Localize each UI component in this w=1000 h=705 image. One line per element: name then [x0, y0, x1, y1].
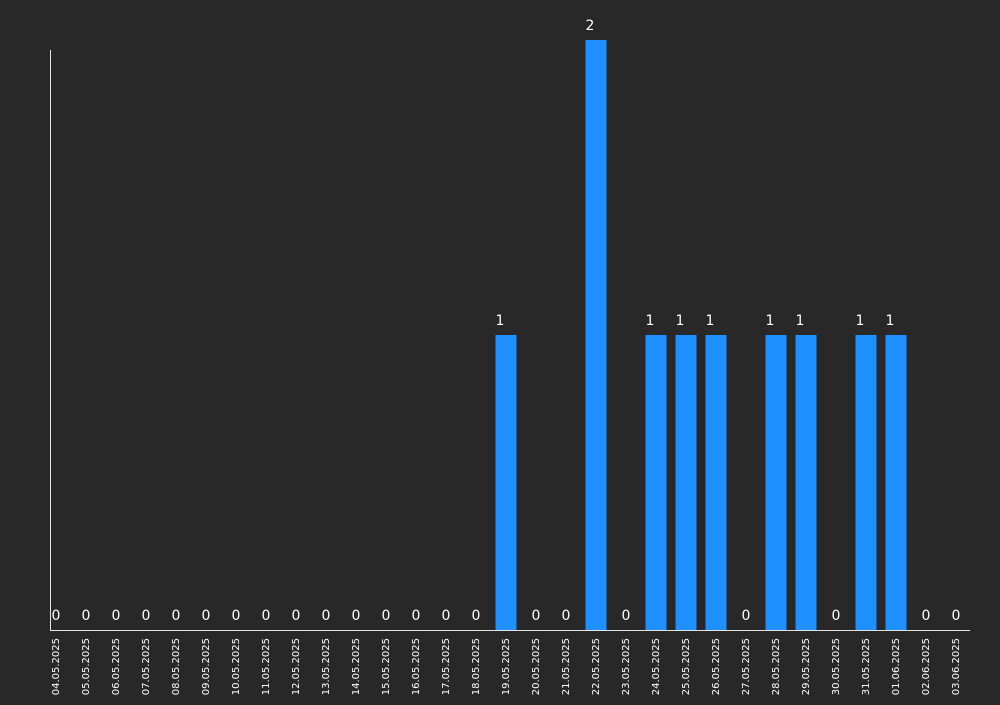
x-tick-label: 07.05.2025: [141, 638, 152, 695]
bar-value-label: 0: [442, 608, 451, 624]
x-tick-label: 25.05.2025: [681, 638, 692, 695]
x-tick-label: 10.05.2025: [231, 638, 242, 695]
bar: [855, 335, 877, 630]
bar-value-label: 0: [382, 608, 391, 624]
x-tick-label: 13.05.2025: [321, 638, 332, 695]
bar-value-label: 0: [742, 608, 751, 624]
x-tick-label: 16.05.2025: [411, 638, 422, 695]
bar-value-label: 0: [202, 608, 211, 624]
bar-value-label: 2: [586, 18, 595, 34]
x-tick-label: 12.05.2025: [291, 638, 302, 695]
x-tick-label: 24.05.2025: [651, 638, 662, 695]
x-tick-label: 31.05.2025: [861, 638, 872, 695]
bar: [645, 335, 667, 630]
x-tick-label: 20.05.2025: [531, 638, 542, 695]
x-tick-label: 17.05.2025: [441, 638, 452, 695]
bar-value-label: 0: [922, 608, 931, 624]
x-tick-label: 19.05.2025: [501, 638, 512, 695]
x-tick-label: 23.05.2025: [621, 638, 632, 695]
bar-value-label: 0: [832, 608, 841, 624]
bar-value-label: 0: [82, 608, 91, 624]
x-tick-label: 27.05.2025: [741, 638, 752, 695]
bar-value-label: 0: [562, 608, 571, 624]
bar-value-label: 0: [112, 608, 121, 624]
x-tick-label: 18.05.2025: [471, 638, 482, 695]
bar-value-label: 0: [622, 608, 631, 624]
x-tick-label: 15.05.2025: [381, 638, 392, 695]
bar-value-label: 0: [952, 608, 961, 624]
x-tick-label: 02.06.2025: [921, 638, 932, 695]
bar-value-label: 0: [262, 608, 271, 624]
bar: [795, 335, 817, 630]
x-tick-label: 04.05.2025: [51, 638, 62, 695]
x-tick-label: 08.05.2025: [171, 638, 182, 695]
bar: [705, 335, 727, 630]
x-tick-label: 11.05.2025: [261, 638, 272, 695]
bar-value-label: 1: [676, 313, 685, 329]
bar-value-label: 1: [496, 313, 505, 329]
bar-value-label: 0: [292, 608, 301, 624]
x-tick-label: 01.06.2025: [891, 638, 902, 695]
bar-value-label: 0: [412, 608, 421, 624]
x-tick-label: 21.05.2025: [561, 638, 572, 695]
x-tick-label: 06.05.2025: [111, 638, 122, 695]
bar-value-label: 0: [322, 608, 331, 624]
bar: [885, 335, 907, 630]
x-tick-label: 05.05.2025: [81, 638, 92, 695]
value-labels-group: 0 0 0 0 0 0 0 0 0 0 0 0 0 0 0 1 0 0 2 0 1 1 1 0 1 1 0 1 1 0 0: [52, 18, 961, 624]
bar-value-label: 1: [766, 313, 775, 329]
bar-value-label: 0: [532, 608, 541, 624]
x-tick-label: 26.05.2025: [711, 638, 722, 695]
bar-value-label: 1: [886, 313, 895, 329]
bar-value-label: 0: [352, 608, 361, 624]
x-tick-label: 03.06.2025: [951, 638, 962, 695]
bar-value-label: 0: [232, 608, 241, 624]
bar-value-label: 1: [796, 313, 805, 329]
bar: [495, 335, 517, 630]
x-tick-label: 09.05.2025: [201, 638, 212, 695]
bars-group: [495, 40, 907, 630]
bar: [765, 335, 787, 630]
bar-value-label: 0: [172, 608, 181, 624]
bar: [675, 335, 697, 630]
x-tick-label: 29.05.2025: [801, 638, 812, 695]
bar-value-label: 1: [856, 313, 865, 329]
bar-value-label: 1: [646, 313, 655, 329]
x-tick-label: 14.05.2025: [351, 638, 362, 695]
x-tick-labels-group: 04.05.2025 05.05.2025 06.05.2025 07.05.2025…: [51, 638, 962, 695]
bar-value-label: 0: [52, 608, 61, 624]
x-tick-label: 30.05.2025: [831, 638, 842, 695]
x-tick-label: 22.05.2025: [591, 638, 602, 695]
bar-value-label: 0: [142, 608, 151, 624]
x-tick-label: 28.05.2025: [771, 638, 782, 695]
bar: [585, 40, 607, 630]
bar-value-label: 0: [472, 608, 481, 624]
bar-value-label: 1: [706, 313, 715, 329]
